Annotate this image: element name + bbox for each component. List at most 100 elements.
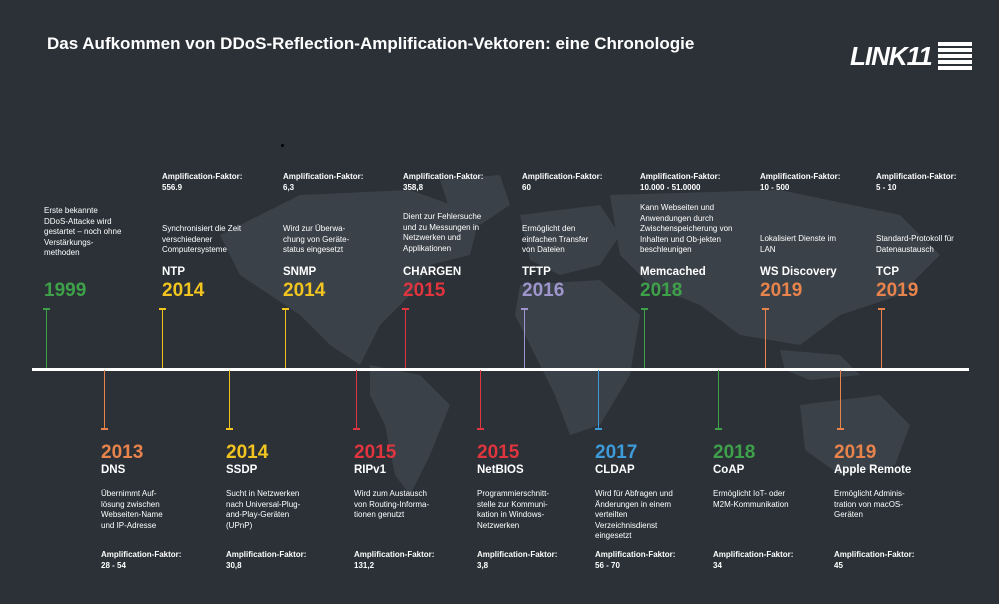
amp-label: Amplification-Faktor: [283, 172, 364, 181]
event-name: NTP [162, 266, 185, 278]
event-year: 2015 [354, 442, 397, 463]
amp-label: Amplification-Faktor: [713, 550, 794, 559]
event-description: Übernimmt Auf-lösung zwischen Webseiten-… [101, 489, 163, 530]
event-tick [837, 370, 844, 430]
decorative-dot [281, 144, 284, 147]
event-name: SSDP [226, 464, 258, 476]
amp-label: Amplification-Faktor: [522, 172, 603, 181]
event-description: Sucht in Netzwerken nach Universal-Plug-… [226, 489, 301, 530]
event-tick [762, 308, 769, 368]
link11-logo: LINK11 [850, 40, 972, 72]
amp-label: Amplification-Faktor: [354, 550, 435, 559]
amp-label: Amplification-Faktor: [595, 550, 676, 559]
amp-label: Amplification-Faktor: [760, 172, 841, 181]
timeline-event-chargen: Amplification-Faktor: 358,8 Dient zur Fe… [402, 0, 528, 370]
event-name: CLDAP [595, 464, 635, 476]
event-tick [226, 370, 233, 430]
event-description: Dient zur Fehlersuche und zu Messungen i… [403, 212, 482, 253]
event-year: 2014 [162, 280, 205, 301]
timeline-event-dns: 2013 DNS Übernimmt Auf-lösung zwischen W… [101, 370, 226, 600]
amp-value: 30,8 [226, 561, 242, 570]
event-tick [101, 370, 108, 430]
event-year: 2015 [477, 442, 520, 463]
amp-label: Amplification-Faktor: [403, 172, 484, 181]
timeline-event-apple-remote: 2019 Apple Remote Ermöglicht Adminis-tra… [834, 370, 954, 600]
event-tick [595, 370, 602, 430]
amp-value: 10 - 500 [760, 183, 790, 192]
event-name: DNS [101, 464, 126, 476]
amp-label: Amplification-Faktor: [101, 550, 182, 559]
timeline-event-ssdp: 2014 SSDP Sucht in Netzwerken nach Unive… [226, 370, 351, 600]
event-name: TCP [876, 266, 899, 278]
timeline-event-coap: 2018 CoAP Ermöglicht IoT- oder M2M-Kommu… [713, 370, 838, 600]
event-year: 2014 [283, 280, 326, 301]
timeline-event-ripv1: 2015 RIPv1 Wird zum Austausch von Routin… [353, 370, 479, 600]
timeline-axis [32, 368, 969, 371]
event-description: Wird zur Überwa-chung von Geräte-status … [283, 224, 350, 254]
event-name: TFTP [522, 266, 551, 278]
event-year: 2019 [876, 280, 919, 301]
amp-label: Amplification-Faktor: [640, 172, 721, 181]
event-description: Ermöglicht den einfachen Transfer von Da… [522, 224, 589, 254]
event-name: CHARGEN [403, 266, 462, 278]
timeline-event-netbios: 2015 NetBIOS Programmierschnitt-stelle z… [477, 370, 602, 600]
timeline-event-cldap: 2017 CLDAP Wird für Abfragen und Änderun… [595, 370, 720, 600]
event-description: Kann Webseiten und Anwendungen durch Zwi… [640, 203, 733, 254]
event-description: Lokalisiert Dienste im LAN [760, 234, 837, 254]
event-description: Erste bekannte DDoS-Attacke wird gestart… [44, 206, 122, 257]
event-year: 2018 [713, 442, 756, 463]
timeline-event-ws-discovery: Amplification-Faktor: 10 - 500 Lokalisie… [760, 0, 885, 370]
amp-value: 45 [834, 561, 843, 570]
timeline-event-memcached: Amplification-Faktor: 10.000 - 51.0000 K… [640, 0, 765, 370]
logo-text: LINK11 [850, 41, 933, 71]
amp-value: 556.9 [162, 183, 183, 192]
amp-label: Amplification-Faktor: [834, 550, 915, 559]
event-name: RIPv1 [354, 464, 386, 476]
event-tick [43, 308, 50, 368]
event-name: CoAP [713, 464, 745, 476]
amp-label: Amplification-Faktor: [226, 550, 307, 559]
amp-value: 6,3 [283, 183, 295, 192]
logo-stripes-icon [938, 42, 972, 70]
event-year: 2019 [760, 280, 803, 301]
event-year: 2018 [640, 280, 683, 301]
event-name: Memcached [640, 266, 706, 278]
event-year: 2017 [595, 442, 638, 463]
event-tick [477, 370, 484, 430]
amp-value: 60 [522, 183, 531, 192]
timeline-event-ntp: Amplification-Faktor: 556.9 Synchronisie… [159, 0, 287, 370]
event-description: Ermöglicht Adminis-tration von macOS-Ger… [834, 489, 905, 519]
event-tick [353, 370, 360, 430]
amp-value: 131,2 [354, 561, 375, 570]
amp-label: Amplification-Faktor: [477, 550, 558, 559]
page-title: Das Aufkommen von DDoS-Reflection-Amplif… [47, 34, 695, 53]
timeline-event-snmp: Amplification-Faktor: 6,3 Wird zur Überw… [282, 0, 408, 370]
event-name: WS Discovery [760, 266, 837, 278]
event-tick [878, 308, 885, 368]
amp-label: Amplification-Faktor: [162, 172, 243, 181]
event-year: 1999 [44, 280, 87, 301]
amp-value: 28 - 54 [101, 561, 126, 570]
event-year: 2016 [522, 280, 565, 301]
event-tick [402, 308, 409, 368]
event-description: Standard-Protokoll für Datenaustausch [876, 234, 954, 254]
event-description: Wird für Abfragen und Änderungen in eine… [595, 489, 673, 540]
event-year: 2014 [226, 442, 269, 463]
amp-value: 358,8 [403, 183, 424, 192]
event-tick [282, 308, 289, 368]
event-description: Synchronisiert die Zeit verschiedener Co… [162, 224, 242, 254]
event-description: Programmierschnitt-stelle zur Kommuni-ka… [477, 489, 550, 530]
event-tick [159, 308, 166, 368]
event-description: Wird zum Austausch von Routing-Informa-t… [354, 489, 430, 519]
event-name: SNMP [283, 266, 317, 278]
event-name: NetBIOS [477, 464, 524, 476]
event-year: 2015 [403, 280, 446, 301]
world-map-background [220, 175, 940, 495]
event-name: Apple Remote [834, 464, 912, 476]
amp-value: 5 - 10 [876, 183, 897, 192]
event-description: Ermöglicht IoT- oder M2M-Kommunikation [713, 489, 789, 509]
amp-value: 10.000 - 51.0000 [640, 183, 701, 192]
timeline-event-tftp: Amplification-Faktor: 60 Ermöglicht den … [521, 0, 647, 370]
timeline-event-tcp: Amplification-Faktor: 5 - 10 Standard-Pr… [876, 0, 991, 370]
event-tick [715, 370, 722, 430]
